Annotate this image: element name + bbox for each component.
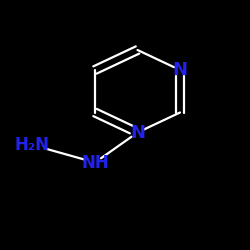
Text: N: N [130,124,145,142]
Text: H₂N: H₂N [15,136,50,154]
Text: N: N [172,61,188,79]
Text: NH: NH [81,154,109,172]
